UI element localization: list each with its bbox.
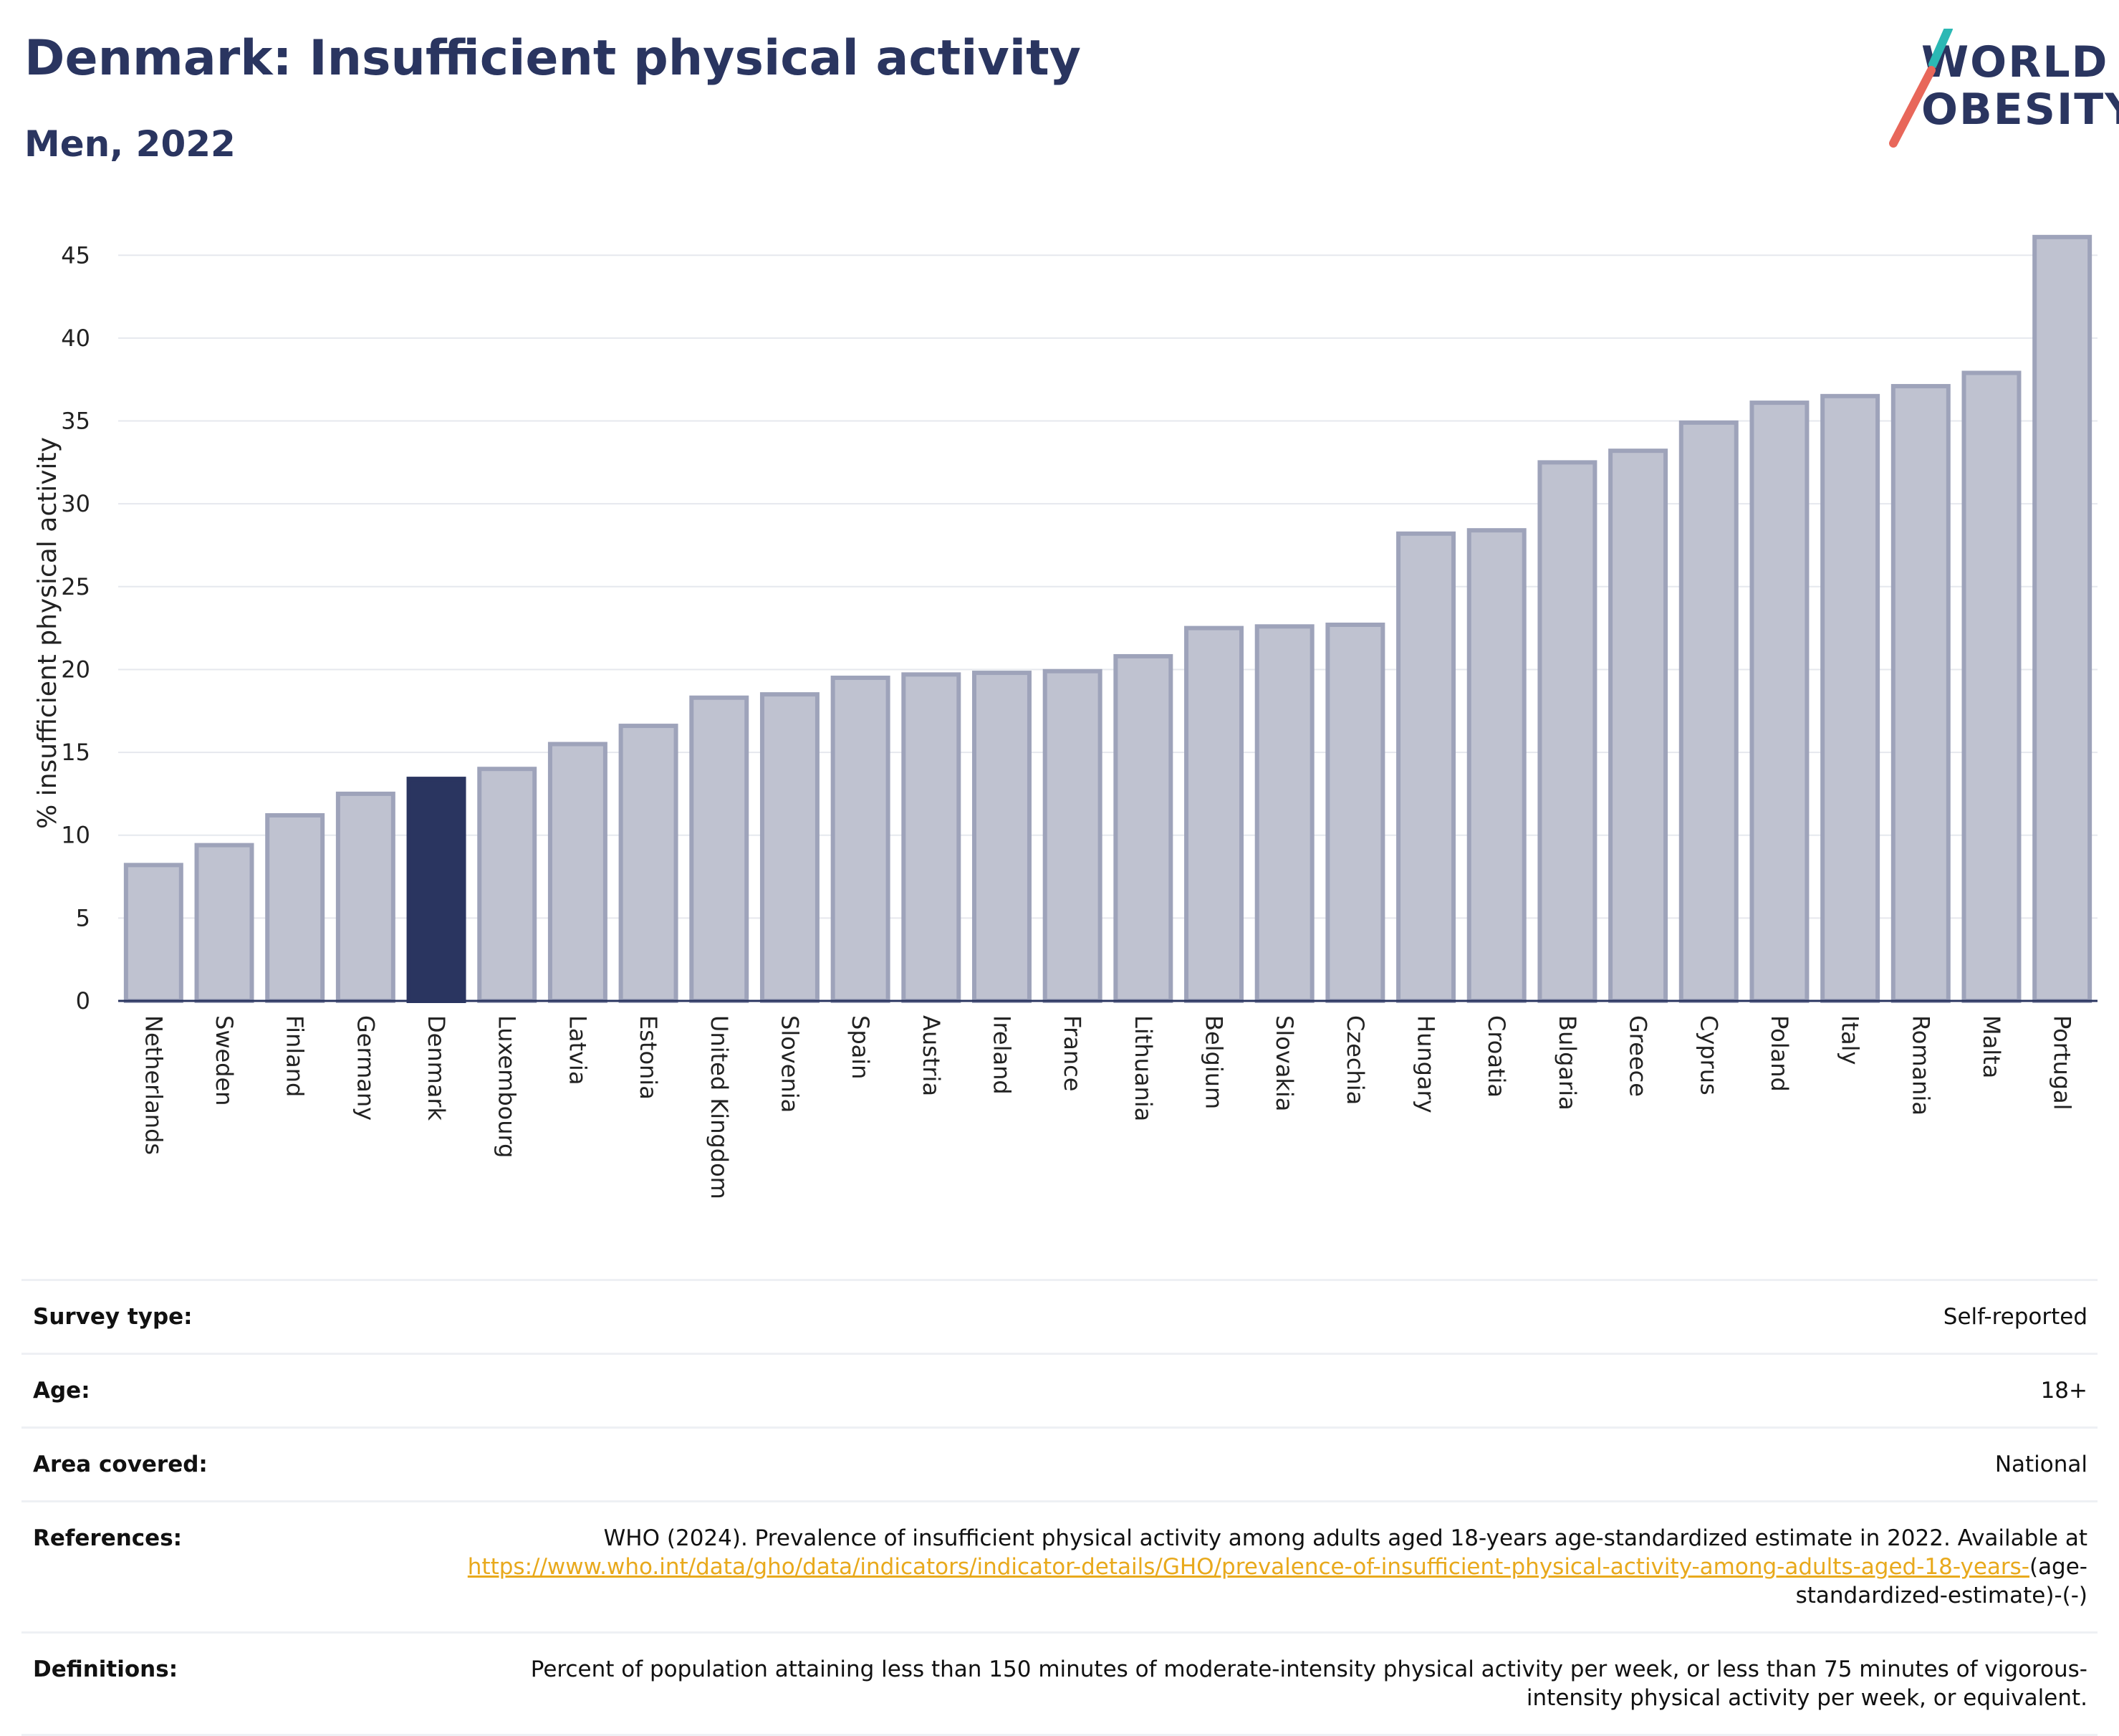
bar	[971, 671, 1032, 1003]
logo-slash-icon	[1889, 29, 1953, 148]
x-tick-label: Romania	[1907, 1015, 1934, 1116]
x-tick-label: Malta	[1978, 1015, 2005, 1078]
bar	[406, 777, 466, 1003]
bar	[123, 863, 183, 1004]
references-suffix: (age-standardized-estimate)-(-)	[1795, 1554, 2087, 1608]
bar	[1466, 528, 1527, 1004]
references-label: References:	[33, 1525, 183, 1551]
survey-label: Survey type:	[33, 1304, 193, 1330]
x-tick-label: United Kingdom	[706, 1015, 733, 1199]
survey-value: Self-reported	[1943, 1304, 2087, 1330]
bar	[265, 812, 325, 1003]
definitions-value: Percent of population attaining less tha…	[530, 1656, 2087, 1711]
page-subtitle: Men, 2022	[24, 123, 236, 165]
bar	[1820, 393, 1880, 1003]
x-tick-label: France	[1059, 1015, 1086, 1091]
world-obesity-logo: WORLD OBESITY	[1863, 29, 2119, 150]
bar	[759, 692, 820, 1003]
bars	[123, 234, 2092, 1004]
y-tick-label: 45	[61, 241, 90, 269]
x-axis-ticks: Netherlands Sweden Finland Germany Denmark Lu…	[140, 1015, 2075, 1199]
x-tick-label: Czechia	[1342, 1015, 1369, 1105]
bar	[1325, 623, 1385, 1003]
bar	[1890, 383, 1951, 1004]
y-tick-label: 25	[61, 573, 90, 600]
bar	[830, 676, 890, 1003]
x-tick-label: Poland	[1766, 1015, 1793, 1092]
page-title: Denmark: Insufficient physical activity	[24, 30, 1081, 87]
bar	[1113, 653, 1173, 1004]
bar	[689, 695, 749, 1004]
bar	[1396, 531, 1456, 1003]
bar	[1749, 401, 1810, 1003]
x-tick-label: Luxembourg	[494, 1015, 521, 1158]
info-row-definitions: Definitions: Percent of population attai…	[21, 1631, 2098, 1736]
bar	[2032, 234, 2092, 1003]
x-tick-label: Estonia	[635, 1015, 662, 1100]
bar	[1608, 449, 1668, 1004]
x-tick-label: Netherlands	[140, 1015, 167, 1155]
x-tick-label: Cyprus	[1695, 1015, 1722, 1095]
y-axis-label: % insufficient physical activity	[33, 437, 62, 829]
logo-line-1: WORLD	[1921, 37, 2109, 87]
bar	[477, 767, 537, 1003]
y-tick-label: 5	[76, 904, 90, 931]
x-tick-label: Slovakia	[1271, 1015, 1298, 1111]
bar	[547, 742, 607, 1004]
x-tick-label: Latvia	[564, 1015, 591, 1085]
x-tick-label: Ireland	[988, 1015, 1015, 1095]
y-axis-ticks: 0 5 10 15 20 25 30 35 40 45	[61, 241, 90, 1015]
x-tick-label: Lithuania	[1130, 1015, 1157, 1121]
bar	[1254, 624, 1315, 1003]
bar	[1184, 625, 1244, 1003]
bar	[1678, 420, 1739, 1004]
area-label: Area covered:	[33, 1452, 208, 1477]
y-tick-label: 20	[61, 656, 90, 683]
y-tick-label: 10	[61, 822, 90, 849]
x-tick-label: Hungary	[1413, 1015, 1440, 1113]
x-tick-label: Belgium	[1201, 1015, 1228, 1109]
x-tick-label: Sweden	[211, 1015, 238, 1106]
x-tick-label: Bulgaria	[1554, 1015, 1581, 1111]
x-tick-label: Germany	[352, 1015, 379, 1121]
bar	[194, 843, 254, 1003]
x-tick-label: Austria	[918, 1015, 945, 1096]
x-tick-label: Italy	[1837, 1015, 1864, 1065]
x-tick-label: Croatia	[1483, 1015, 1510, 1098]
y-tick-label: 0	[76, 987, 90, 1015]
info-row-age: Age: 18+	[21, 1353, 2098, 1426]
x-tick-label: Finland	[282, 1015, 309, 1097]
bar	[901, 672, 961, 1004]
bar	[1961, 370, 2022, 1003]
x-tick-label: Slovenia	[776, 1015, 803, 1113]
bar	[1042, 668, 1102, 1003]
definitions-label: Definitions:	[33, 1656, 178, 1682]
info-table: Survey type: Self-reported Age: 18+ Area…	[21, 1279, 2098, 1736]
y-tick-label: 30	[61, 490, 90, 517]
bar	[618, 724, 678, 1004]
bar-chart: 0 5 10 15 20 25 30 35 40 45 Netherlands Sweden Finl…	[33, 234, 2098, 1199]
info-row-area: Area covered: National	[21, 1426, 2098, 1500]
area-value: National	[1994, 1452, 2087, 1477]
references-text: WHO (2024). Prevalence of insufficient p…	[603, 1525, 2087, 1551]
info-row-references: References: WHO (2024). Prevalence of in…	[21, 1500, 2098, 1631]
y-tick-label: 40	[61, 325, 90, 352]
x-tick-label: Denmark	[423, 1015, 450, 1121]
age-label: Age:	[33, 1378, 90, 1404]
age-value: 18+	[2040, 1378, 2087, 1404]
bar	[335, 791, 395, 1003]
references-value: WHO (2024). Prevalence of insufficient p…	[440, 1524, 2087, 1610]
y-tick-label: 15	[61, 739, 90, 766]
logo-line-2: OBESITY	[1921, 85, 2119, 135]
x-tick-label: Greece	[1625, 1015, 1652, 1097]
y-tick-label: 35	[61, 408, 90, 435]
bar	[1537, 460, 1597, 1003]
x-tick-label: Portugal	[2049, 1015, 2076, 1111]
references-link[interactable]: https://www.who.int/data/gho/data/indica…	[467, 1554, 2029, 1580]
info-row-survey: Survey type: Self-reported	[21, 1279, 2098, 1353]
x-tick-label: Spain	[847, 1015, 874, 1079]
